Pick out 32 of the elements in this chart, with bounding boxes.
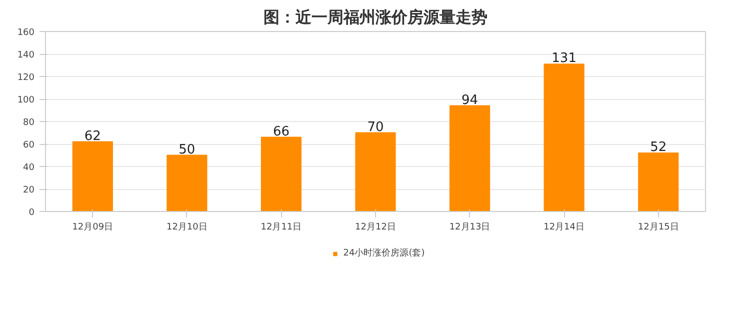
data-label: 66	[272, 124, 290, 140]
data-label: 70	[367, 120, 384, 135]
x-tick-label: 12月11日	[260, 222, 302, 232]
y-tick-label: 80	[23, 118, 35, 128]
bar	[638, 152, 679, 212]
legend-label: 24小时涨价房源(套)	[343, 247, 425, 260]
x-tick-label: 12月12日	[355, 222, 396, 232]
y-tick-label: 120	[17, 73, 35, 83]
y-tick-label: 160	[17, 28, 35, 38]
x-tick-label: 12月15日	[638, 222, 679, 232]
bar	[449, 105, 490, 212]
chart-title: 图：近一周福州涨价房源量走势	[264, 8, 488, 26]
x-tick-label: 12月09日	[72, 222, 114, 232]
data-label: 131	[552, 51, 576, 66]
bar	[260, 136, 302, 212]
y-tick-label: 0	[28, 208, 35, 218]
bar	[544, 64, 584, 212]
x-tick-label: 12月14日	[544, 222, 585, 232]
data-label: 62	[84, 128, 101, 144]
bar	[72, 141, 113, 212]
y-tick-label: 100	[17, 96, 35, 106]
x-tick-label: 12月10日	[166, 222, 208, 232]
bar	[166, 154, 208, 212]
bar	[355, 132, 396, 212]
y-tick-label: 20	[23, 186, 35, 196]
data-label: 50	[178, 142, 196, 158]
y-tick-label: 40	[23, 163, 35, 173]
x-tick-label: 12月13日	[449, 222, 490, 232]
y-tick-label: 60	[23, 140, 35, 150]
data-label: 52	[650, 140, 667, 155]
y-tick-label: 140	[17, 50, 35, 60]
data-label: 94	[462, 92, 478, 108]
